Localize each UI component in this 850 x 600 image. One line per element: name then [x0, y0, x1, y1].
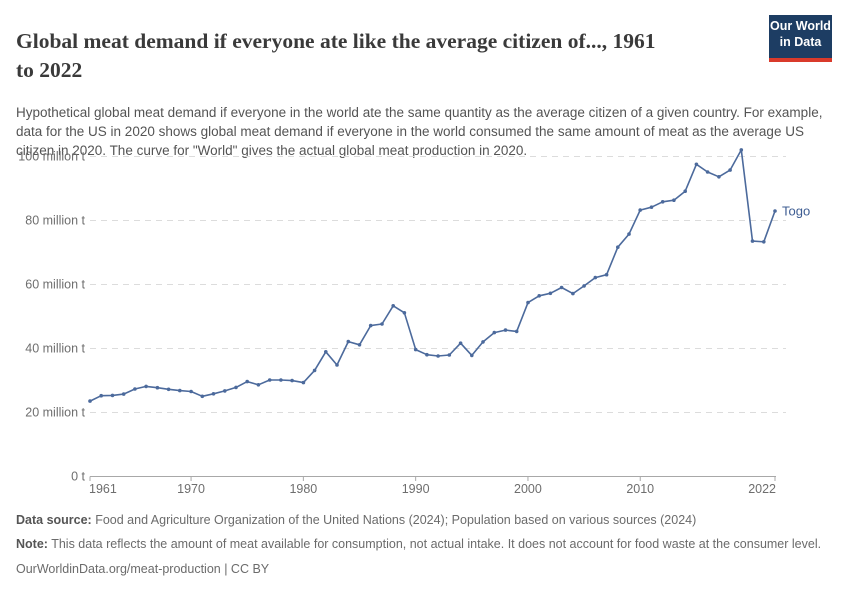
chart-subtitle: Hypothetical global meat demand if every…: [16, 104, 823, 158]
data-point[interactable]: [256, 383, 261, 387]
data-point[interactable]: [683, 189, 687, 193]
data-point[interactable]: [200, 394, 205, 399]
data-point[interactable]: [717, 175, 721, 179]
note-text: This data reflects the amount of meat av…: [47, 537, 822, 551]
data-point[interactable]: [514, 329, 519, 334]
series-end-label[interactable]: Togo: [782, 204, 810, 219]
data-point[interactable]: [301, 380, 306, 385]
data-point[interactable]: [178, 388, 182, 393]
data-point[interactable]: [88, 399, 92, 403]
x-axis-tick-label: 1970: [177, 482, 205, 496]
data-point[interactable]: [413, 347, 418, 352]
data-source-line: Data source: Food and Agriculture Organi…: [16, 511, 838, 530]
chart-footer: Data source: Food and Agriculture Organi…: [16, 511, 838, 579]
data-point[interactable]: [604, 272, 609, 277]
data-point[interactable]: [705, 170, 710, 174]
data-point[interactable]: [346, 339, 351, 344]
data-point[interactable]: [245, 379, 249, 384]
x-axis-tick-label: 1961: [89, 482, 117, 496]
data-point[interactable]: [447, 353, 452, 357]
y-axis-tick-label: 20 million t: [25, 406, 85, 420]
data-point[interactable]: [638, 208, 642, 212]
data-point[interactable]: [110, 393, 115, 398]
chart-title-line2: to 2022: [16, 58, 83, 83]
y-axis-tick-label: 80 million t: [25, 214, 85, 228]
data-point[interactable]: [458, 341, 463, 345]
data-point[interactable]: [649, 205, 654, 209]
data-source-label: Data source:: [16, 513, 92, 527]
data-point[interactable]: [211, 392, 216, 396]
data-point[interactable]: [324, 350, 328, 354]
data-point[interactable]: [436, 354, 440, 358]
data-point[interactable]: [368, 323, 373, 328]
x-axis-tick-label: 1990: [402, 482, 430, 496]
data-point[interactable]: [750, 239, 755, 243]
data-point[interactable]: [290, 378, 294, 383]
data-point[interactable]: [312, 368, 317, 373]
data-point[interactable]: [559, 285, 564, 290]
data-point[interactable]: [526, 300, 530, 305]
data-point[interactable]: [773, 209, 777, 213]
note-label: Note:: [16, 537, 48, 551]
series-line: [89, 149, 776, 402]
chart-title-line1: Global meat demand if everyone ate like …: [16, 29, 656, 54]
data-point[interactable]: [279, 378, 283, 382]
data-point[interactable]: [582, 284, 586, 288]
data-point[interactable]: [166, 387, 171, 392]
data-point[interactable]: [335, 363, 339, 367]
data-point[interactable]: [133, 387, 137, 391]
data-point[interactable]: [470, 353, 474, 358]
chart-title: Global meat demand if everyone ate like …: [16, 27, 760, 85]
data-point[interactable]: [571, 291, 575, 296]
y-axis-tick-label: 0 t: [71, 470, 85, 484]
data-point[interactable]: [380, 322, 384, 326]
line-chart: 0 t 20 million t 40 million t 60 million t 8…: [0, 140, 850, 510]
data-point[interactable]: [660, 200, 665, 204]
data-point[interactable]: [694, 162, 699, 167]
data-point[interactable]: [627, 232, 631, 236]
data-point[interactable]: [492, 330, 497, 335]
data-point[interactable]: [223, 389, 227, 393]
data-point[interactable]: [267, 378, 272, 382]
data-point[interactable]: [402, 311, 407, 315]
data-point[interactable]: [548, 291, 553, 296]
x-axis-tick-label: 2022: [748, 482, 776, 496]
data-point[interactable]: [99, 393, 103, 398]
x-axis-tick-label: 1980: [289, 482, 317, 496]
note-line: Note: This data reflects the amount of m…: [16, 535, 838, 554]
data-point[interactable]: [234, 385, 238, 390]
data-point[interactable]: [189, 389, 193, 394]
citation-line: OurWorldinData.org/meat-production | CC …: [16, 562, 270, 576]
data-point[interactable]: [672, 198, 676, 202]
chart-svg: 0 t 20 million t 40 million t 60 million t 8…: [18, 148, 810, 496]
data-point[interactable]: [739, 148, 744, 152]
y-axis-tick-label: 40 million t: [25, 342, 85, 356]
data-point[interactable]: [593, 275, 598, 280]
data-point[interactable]: [481, 340, 485, 344]
data-point[interactable]: [537, 294, 541, 298]
data-point[interactable]: [728, 168, 732, 172]
y-axis-tick-label: 100 million t: [18, 150, 85, 164]
data-point[interactable]: [616, 245, 620, 249]
data-point[interactable]: [762, 240, 766, 244]
data-point[interactable]: [121, 392, 126, 396]
owid-logo[interactable]: Our World in Data: [769, 15, 832, 62]
data-point[interactable]: [391, 304, 396, 308]
owid-logo-line1: Our World: [770, 19, 831, 33]
data-point[interactable]: [503, 328, 508, 332]
owid-logo-line2: in Data: [779, 34, 822, 49]
data-point[interactable]: [144, 384, 148, 389]
data-source-text: Food and Agriculture Organization of the…: [91, 513, 697, 527]
y-axis-tick-label: 60 million t: [25, 278, 85, 292]
data-point[interactable]: [155, 385, 160, 390]
data-point[interactable]: [425, 352, 429, 357]
x-axis-tick-label: 2010: [626, 482, 654, 496]
data-point[interactable]: [357, 343, 362, 347]
x-axis-tick-label: 2000: [514, 482, 542, 496]
